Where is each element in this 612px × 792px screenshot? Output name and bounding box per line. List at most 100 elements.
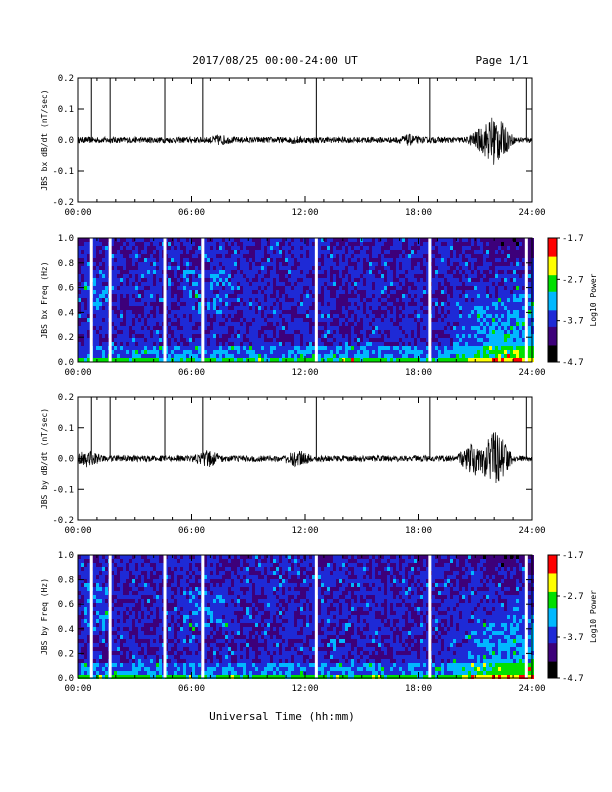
spectrogram-cell: [456, 238, 459, 242]
spectrogram-cell: [450, 262, 453, 266]
spectrogram-cell: [444, 294, 447, 298]
spectrogram-cell: [387, 266, 390, 270]
spectrogram-cell: [204, 294, 207, 298]
spectrogram-cell: [441, 278, 444, 282]
spectrogram-cell: [423, 330, 426, 334]
spectrogram-cell: [456, 258, 459, 262]
spectrogram-cell: [252, 346, 255, 350]
spectrogram-cell: [378, 318, 381, 322]
spectrogram-cell: [513, 334, 516, 338]
spectrogram-cell: [186, 266, 189, 270]
spectrogram-cell: [447, 314, 450, 318]
spectrogram-cell: [408, 286, 411, 290]
spectrogram-cell: [414, 254, 417, 258]
spectrogram-cell: [81, 302, 84, 306]
spectrogram-cell: [234, 266, 237, 270]
spectrogram-cell: [288, 318, 291, 322]
spectrogram-cell: [117, 310, 120, 314]
spectrogram-cell: [96, 310, 99, 314]
spectrogram-cell: [279, 338, 282, 342]
spectrogram-cell: [492, 358, 495, 362]
spectrogram-cell: [285, 338, 288, 342]
spectrogram-cell: [306, 338, 309, 342]
spectrogram-cell: [96, 298, 99, 302]
spectrogram-cell: [327, 358, 330, 362]
spectrogram-cell: [237, 298, 240, 302]
spectrogram-cell: [132, 274, 135, 278]
spectrogram-cell: [438, 250, 441, 254]
spectrogram-cell: [186, 290, 189, 294]
spectrogram-cell: [369, 358, 372, 362]
spectrogram-cell: [363, 274, 366, 278]
spectrogram-cell: [303, 298, 306, 302]
colorbar-step: [548, 343, 557, 346]
spectrogram-cell: [288, 262, 291, 266]
spectrogram-cell: [345, 334, 348, 338]
spectrogram-cell: [459, 286, 462, 290]
spectrogram-cell: [378, 330, 381, 334]
spectrogram-cell: [294, 286, 297, 290]
spectrogram-cell: [141, 306, 144, 310]
spectrogram-cell: [144, 318, 147, 322]
spectrogram-cell: [105, 326, 108, 330]
spectrogram-cell: [351, 302, 354, 306]
spectrogram-cell: [318, 342, 321, 346]
spectrogram-cell: [249, 350, 252, 354]
spectrogram-cell: [411, 258, 414, 262]
spectrogram-cell: [147, 242, 150, 246]
spectrogram-cell: [240, 310, 243, 314]
spectrogram-cell: [303, 338, 306, 342]
spectrogram-cell: [270, 346, 273, 350]
spectrogram-cell: [126, 278, 129, 282]
spectrogram-cell: [408, 242, 411, 246]
spectrogram-cell: [435, 334, 438, 338]
spectrogram-cell: [243, 326, 246, 330]
spectrogram-cell: [330, 322, 333, 326]
spectrogram-cell: [192, 342, 195, 346]
spectrogram-cell: [126, 342, 129, 346]
spectrogram-cell: [393, 278, 396, 282]
spectrogram-cell: [180, 298, 183, 302]
spectrogram-cell: [462, 354, 465, 358]
spectrogram-cell: [351, 322, 354, 326]
spectrogram-cell: [207, 342, 210, 346]
spectrogram-cell: [363, 354, 366, 358]
spectrogram-cell: [162, 326, 165, 330]
spectrogram-cell: [423, 302, 426, 306]
spectrogram-cell: [393, 274, 396, 278]
spectrogram-cell: [162, 302, 165, 306]
spectrogram-cell: [372, 246, 375, 250]
spectrogram-cell: [243, 290, 246, 294]
spectrogram-cell: [183, 330, 186, 334]
spectrogram-cell: [240, 302, 243, 306]
spectrogram-cell: [228, 330, 231, 334]
spectrogram-cell: [435, 262, 438, 266]
spectrogram-cell: [324, 262, 327, 266]
spectrogram-cell: [513, 322, 516, 326]
spectrogram-cell: [141, 254, 144, 258]
spectrogram-cell: [183, 290, 186, 294]
spectrogram-cell: [501, 350, 504, 354]
spectrogram-cell: [231, 346, 234, 350]
spectrogram-cell: [363, 290, 366, 294]
spectrogram-cell: [174, 262, 177, 266]
spectrogram-cell: [309, 238, 312, 242]
data-gap: [89, 238, 93, 362]
spectrogram-cell: [339, 334, 342, 338]
spectrogram-cell: [480, 274, 483, 278]
spectrogram-cell: [510, 250, 513, 254]
spectrogram-cell: [408, 258, 411, 262]
spectrogram-cell: [279, 250, 282, 254]
spectrogram-cell: [345, 238, 348, 242]
spectrogram-cell: [237, 350, 240, 354]
spectrogram-cell: [387, 302, 390, 306]
spectrogram-cell: [444, 238, 447, 242]
spectrogram-cell: [195, 258, 198, 262]
spectrogram-cell: [135, 354, 138, 358]
spectrogram-cell: [141, 342, 144, 346]
spectrogram-cell: [393, 258, 396, 262]
spectrogram-cell: [279, 246, 282, 250]
spectrogram-cell: [396, 310, 399, 314]
spectrogram-cell: [366, 346, 369, 350]
spectrogram-cell: [513, 286, 516, 290]
